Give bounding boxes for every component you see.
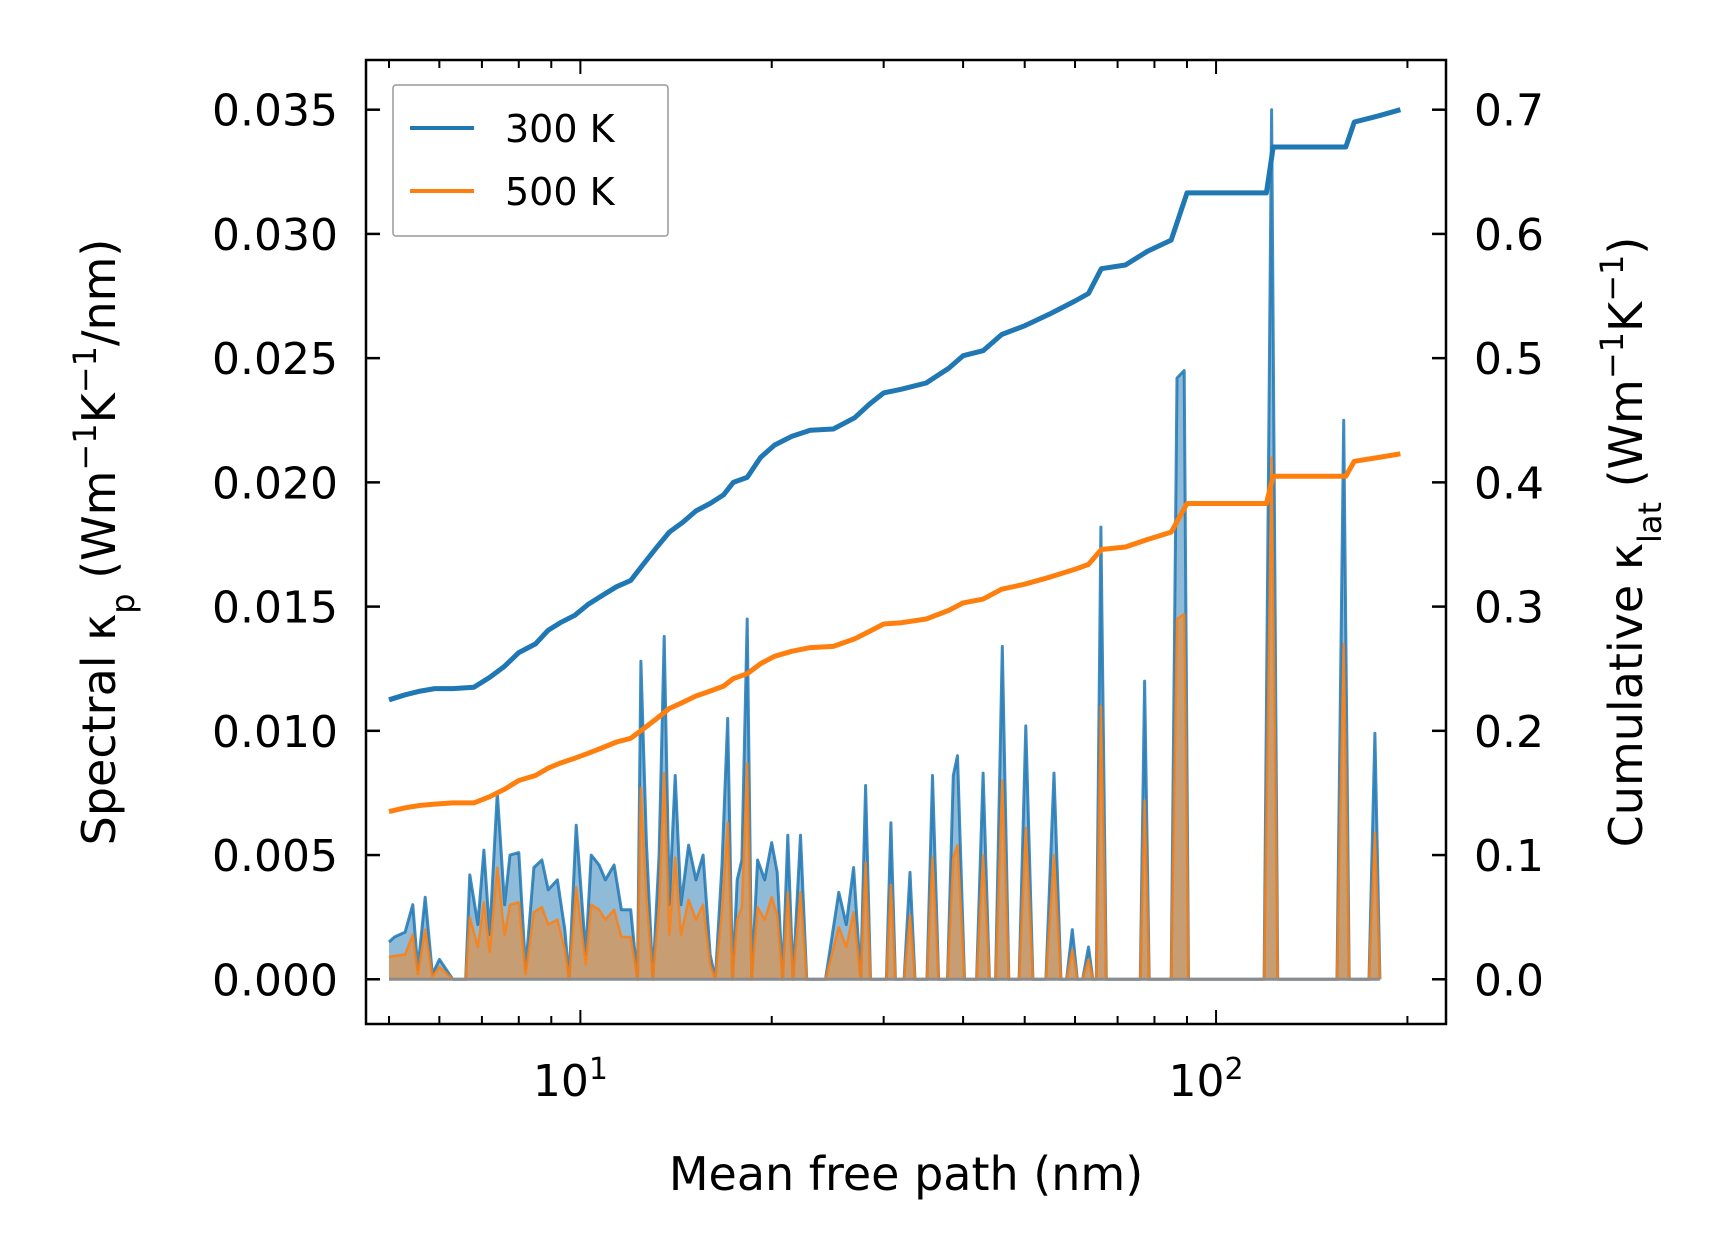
- y-axis-left-label: Spectral κp (Wm−1K−1/nm): [66, 239, 142, 846]
- y-right-tick-label: 0.3: [1474, 583, 1544, 634]
- y-right-tick-label: 0.7: [1474, 86, 1544, 137]
- x-tick-label: 101: [533, 1052, 608, 1108]
- legend-label-300k: 300 K: [505, 107, 616, 151]
- y-left-tick-label: 0.035: [212, 86, 338, 137]
- spectral-300k-area: [389, 109, 1380, 980]
- legend-box: [392, 84, 669, 237]
- y-right-tick-label: 0.6: [1474, 210, 1544, 261]
- cumulative-500k-line: [388, 451, 1401, 815]
- y-right-tick-label: 0.2: [1474, 707, 1544, 758]
- x-axis-label: Mean free path (nm): [669, 1147, 1143, 1201]
- y-left-tick-label: 0.030: [212, 210, 338, 261]
- plot-frame: [364, 58, 1448, 1026]
- y-left-tick-label: 0.005: [212, 831, 338, 882]
- y-right-tick-label: 0.0: [1474, 955, 1544, 1006]
- y-axis-right-label: Cumulative κlat (Wm−1K−1): [1593, 237, 1669, 848]
- y-left-tick-label: 0.000: [212, 955, 338, 1006]
- legend-label-500k: 500 K: [505, 170, 616, 214]
- x-tick-label: 102: [1169, 1052, 1244, 1108]
- y-left-tick-label: 0.015: [212, 583, 338, 634]
- y-left-tick-label: 0.010: [212, 707, 338, 758]
- cumulative-300k-line: [388, 107, 1402, 703]
- spectral-300k-line: [387, 108, 1382, 981]
- spectral-500k-area: [389, 457, 1380, 980]
- axis-ticks: 0.000 0.005 0.010 0.015 0.020 0.025 0.030 0.035…: [212, 60, 1544, 1107]
- y-left-tick-label: 0.020: [212, 458, 338, 509]
- y-right-tick-label: 0.5: [1474, 334, 1544, 385]
- y-right-tick-label: 0.1: [1474, 831, 1544, 882]
- legend: 300 K 500 K: [392, 84, 669, 237]
- plot-area: [387, 107, 1402, 981]
- y-left-tick-label: 0.025: [212, 334, 338, 385]
- y-right-tick-label: 0.4: [1474, 458, 1544, 509]
